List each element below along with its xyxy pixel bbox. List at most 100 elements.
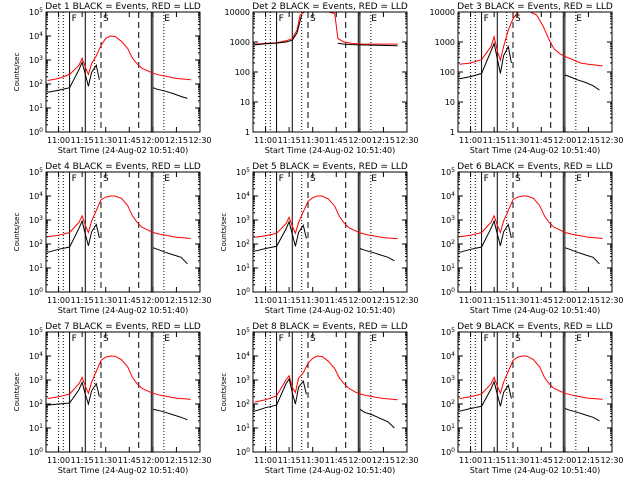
- x-tick-label: 11:15: [71, 136, 94, 145]
- y-tick-exponent: 3: [451, 375, 455, 382]
- x-tick-label: 12:00: [141, 296, 164, 305]
- y-tick-label: 104: [441, 191, 455, 201]
- x-tick-label: 11:45: [325, 456, 348, 465]
- y-tick-exponent: 0: [451, 447, 455, 454]
- y-tick-label: 10: [240, 98, 250, 107]
- plot-frame: [45, 11, 201, 133]
- panel-title: Det 8 BLACK = Events, RED = LLD: [252, 322, 408, 332]
- y-tick-label: 1000: [435, 38, 455, 47]
- y-tick-exponent: 4: [246, 351, 250, 358]
- x-tick-label: 12:00: [348, 296, 371, 305]
- y-tick-exponent: 1: [451, 263, 455, 270]
- y-tick-label: 104: [236, 351, 250, 361]
- series-line-events: [254, 220, 395, 262]
- y-tick-label: 101: [236, 263, 250, 273]
- y-axis-label: Counts/sec: [13, 373, 21, 412]
- panel-title: Det 2 BLACK = Events, RED = LLD: [252, 2, 408, 12]
- y-tick-label: 101: [441, 263, 455, 273]
- x-tick-label: 11:45: [325, 296, 348, 305]
- y-tick-exponent: 5: [39, 327, 43, 334]
- y-tick-label: 105: [236, 327, 250, 337]
- y-axis-label: Counts/sec: [13, 53, 21, 92]
- panel-series-group: [254, 195, 398, 262]
- series-line-events: [459, 41, 600, 91]
- y-tick-label: 101: [29, 263, 43, 273]
- x-tick-label: 12:30: [188, 296, 211, 305]
- y-tick-label: 103: [441, 375, 455, 385]
- y-tick-exponent: 2: [451, 399, 455, 406]
- phase-label: F: [484, 174, 489, 184]
- panel-title: Det 9 BLACK = Events, RED = LLD: [457, 322, 613, 332]
- y-tick-label: 102: [236, 239, 250, 249]
- x-tick-label: 12:00: [141, 136, 164, 145]
- phase-label: F: [279, 174, 284, 184]
- series-line-events: [47, 60, 188, 99]
- x-axis-label: Start Time (24-Aug-02 10:51:40): [265, 146, 396, 155]
- phase-label: E: [164, 14, 170, 24]
- x-axis-label: Start Time (24-Aug-02 10:51:40): [265, 306, 396, 315]
- series-line-lld: [47, 195, 191, 239]
- y-tick-label: 104: [29, 31, 43, 41]
- y-tick-exponent: 0: [246, 287, 250, 294]
- y-tick-label: 101: [236, 423, 250, 433]
- y-tick-exponent: 3: [39, 215, 43, 222]
- phase-label: E: [576, 174, 582, 184]
- x-tick-label: 11:15: [483, 296, 506, 305]
- y-tick-exponent: 3: [39, 375, 43, 382]
- y-tick-exponent: 5: [451, 327, 455, 334]
- x-tick-label: 12:00: [141, 456, 164, 465]
- x-axis-label: Start Time (24-Aug-02 10:51:40): [265, 466, 396, 475]
- plot-frame: [45, 171, 201, 293]
- y-tick-label: 104: [441, 351, 455, 361]
- y-tick-exponent: 1: [246, 423, 250, 430]
- x-tick-label: 11:15: [71, 296, 94, 305]
- y-tick-label: 101: [441, 423, 455, 433]
- series-line-lld: [459, 355, 603, 400]
- x-tick-label: 12:00: [348, 456, 371, 465]
- x-tick-label: 11:30: [94, 456, 117, 465]
- plot-frame: [457, 171, 613, 293]
- y-tick-exponent: 2: [39, 239, 43, 246]
- phase-label: F: [279, 334, 284, 344]
- x-tick-label: 11:30: [506, 136, 529, 145]
- series-line-events: [459, 380, 600, 422]
- x-tick-label: 11:00: [459, 296, 482, 305]
- y-axis-label: Counts/sec: [13, 213, 21, 252]
- x-tick-label: 11:15: [278, 456, 301, 465]
- y-tick-label: 100: [236, 447, 250, 457]
- y-tick-label: 104: [236, 191, 250, 201]
- y-tick-exponent: 0: [39, 127, 43, 134]
- x-tick-label: 11:45: [530, 296, 553, 305]
- y-tick-exponent: 2: [246, 239, 250, 246]
- x-axis-label: Start Time (24-Aug-02 10:51:40): [58, 466, 189, 475]
- x-tick-label: 12:30: [600, 456, 623, 465]
- phase-label: S: [310, 334, 316, 344]
- series-line-events: [47, 380, 188, 421]
- panel-series-group: [47, 195, 191, 265]
- y-tick-label: 105: [29, 327, 43, 337]
- x-axis-label: Start Time (24-Aug-02 10:51:40): [470, 466, 601, 475]
- x-tick-label: 11:00: [459, 456, 482, 465]
- series-line-events: [459, 219, 600, 265]
- y-tick-label: 1: [450, 128, 455, 137]
- y-tick-label: 1000: [230, 38, 250, 47]
- y-tick-exponent: 0: [39, 287, 43, 294]
- y-tick-label: 104: [29, 191, 43, 201]
- y-tick-exponent: 3: [451, 215, 455, 222]
- phase-label: E: [371, 174, 377, 184]
- x-tick-label: 11:15: [483, 136, 506, 145]
- x-tick-label: 12:15: [372, 136, 395, 145]
- x-tick-label: 11:45: [530, 136, 553, 145]
- phase-label: S: [103, 334, 109, 344]
- y-tick-label: 100: [441, 287, 455, 297]
- y-tick-exponent: 0: [246, 447, 250, 454]
- x-tick-label: 12:15: [165, 136, 188, 145]
- phase-label: F: [72, 14, 77, 24]
